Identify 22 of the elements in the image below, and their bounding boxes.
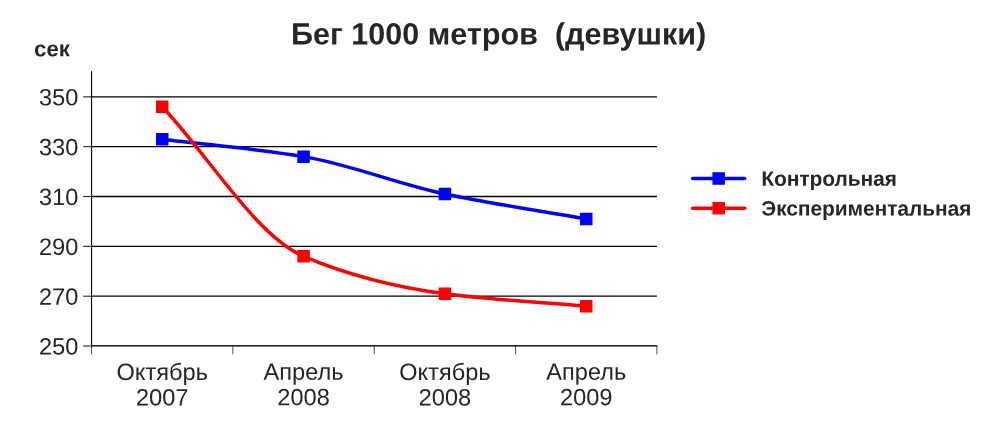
x-tick-label: Апрель 2008 <box>263 363 343 406</box>
point <box>438 187 452 201</box>
y-tick-label: 290 <box>40 238 78 256</box>
point <box>438 287 452 300</box>
y-tick-label: 330 <box>39 138 78 156</box>
point <box>579 299 593 313</box>
y-tick-label: 250 <box>40 338 78 355</box>
y-tick-label: 310 <box>39 188 78 206</box>
legend-label: Экспериментальная <box>761 201 970 220</box>
y-tick-label: 270 <box>40 288 78 305</box>
point <box>297 250 310 263</box>
chart-title: Бег 1000 метров (девушки) <box>293 22 705 51</box>
point <box>155 100 169 114</box>
x-tick-label: Апрель 2009 <box>546 363 626 406</box>
x-tick-label: Октябрь 2007 <box>117 362 208 406</box>
point <box>579 212 593 226</box>
y-axis-title: сек <box>34 44 70 57</box>
point <box>155 132 169 146</box>
legend-label: Контрольная <box>762 171 896 191</box>
y-tick-label: 350 <box>39 88 78 106</box>
x-tick-label: Октябрь 2008 <box>400 362 490 406</box>
point <box>297 150 310 163</box>
